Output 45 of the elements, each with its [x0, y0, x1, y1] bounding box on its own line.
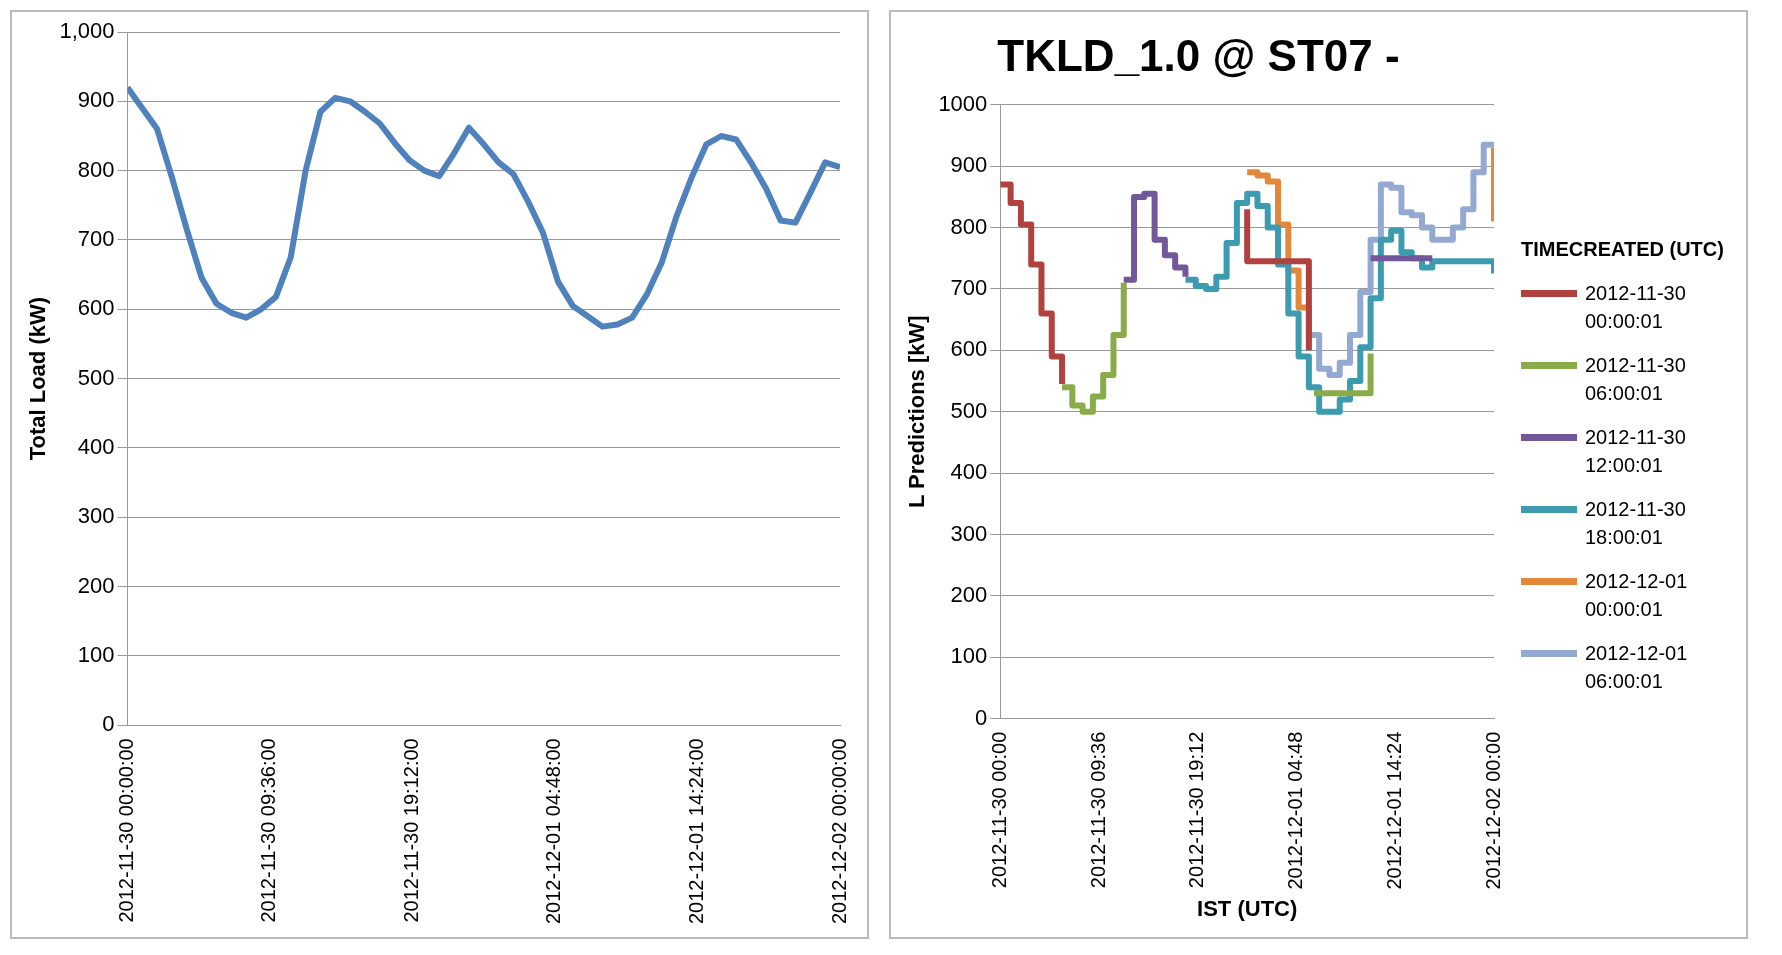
- y-tick-label: 300: [77, 503, 115, 529]
- y-tick-label: 800: [950, 213, 988, 239]
- legend-label: 2012-11-30 06:00:01: [1585, 353, 1687, 406]
- y-tick-label: 1000: [938, 90, 988, 116]
- y-tick-label: 200: [950, 581, 988, 607]
- y-tick-label: 200: [77, 572, 115, 598]
- y-axis-title: L Predictions [kW]: [904, 315, 930, 509]
- x-tick-label: 2012-12-02 00:00:00: [827, 738, 850, 925]
- legend-title: TIMECREATED (UTC): [1521, 238, 1725, 261]
- y-tick-label: 700: [77, 226, 115, 252]
- y-tick-label: 100: [950, 643, 988, 669]
- x-tick-label: 2012-11-30 00:00:00: [114, 738, 137, 923]
- x-tick-label: 2012-11-30 19:12: [1185, 731, 1208, 889]
- y-tick-label: 900: [950, 152, 988, 178]
- y-axis-title: Total Load (kW): [25, 296, 51, 461]
- y-tick-label: 0: [102, 711, 115, 737]
- x-tick-label: 2012-12-02 00:00: [1481, 731, 1504, 890]
- y-tick-label: 700: [950, 275, 988, 301]
- legend-label: 2012-12-01 06:00:01: [1585, 641, 1689, 694]
- legend-label: 2012-11-30 18:00:01: [1585, 497, 1687, 550]
- y-tick-label: 500: [950, 397, 988, 423]
- x-tick-label: 2012-12-01 04:48: [1284, 731, 1307, 890]
- legend-label: 2012-11-30 00:00:01: [1585, 281, 1687, 334]
- y-tick-label: 600: [77, 295, 115, 321]
- y-tick-label: 300: [950, 520, 988, 546]
- y-tick-label: 600: [950, 336, 988, 362]
- x-tick-label: 2012-11-30 09:36:00: [257, 738, 280, 923]
- y-tick-label: 400: [77, 434, 115, 460]
- legend-label: 2012-11-30 12:00:01: [1585, 425, 1687, 478]
- y-tick-label: 400: [950, 459, 988, 485]
- x-axis-title: IST (UTC): [1197, 895, 1298, 921]
- x-tick-label: 2012-12-01 04:48:00: [542, 738, 565, 925]
- x-tick-label: 2012-11-30 19:12:00: [399, 738, 422, 923]
- x-tick-label: 2012-11-30 09:36: [1086, 731, 1109, 889]
- y-tick-label: 500: [77, 364, 115, 390]
- x-tick-label: 2012-11-30 00:00: [987, 731, 1010, 889]
- y-tick-label: 800: [77, 156, 115, 182]
- x-tick-label: 2012-12-01 14:24: [1382, 731, 1405, 890]
- y-tick-label: 1,000: [59, 18, 115, 44]
- legend-label: 2012-12-01 00:00:01: [1585, 569, 1689, 622]
- chart-title: TKLD_1.0 @ ST07 -: [997, 30, 1400, 80]
- x-tick-label: 2012-12-01 14:24:00: [685, 738, 708, 925]
- y-tick-label: 900: [77, 87, 115, 113]
- y-tick-label: 100: [77, 642, 115, 668]
- y-tick-label: 0: [975, 704, 988, 730]
